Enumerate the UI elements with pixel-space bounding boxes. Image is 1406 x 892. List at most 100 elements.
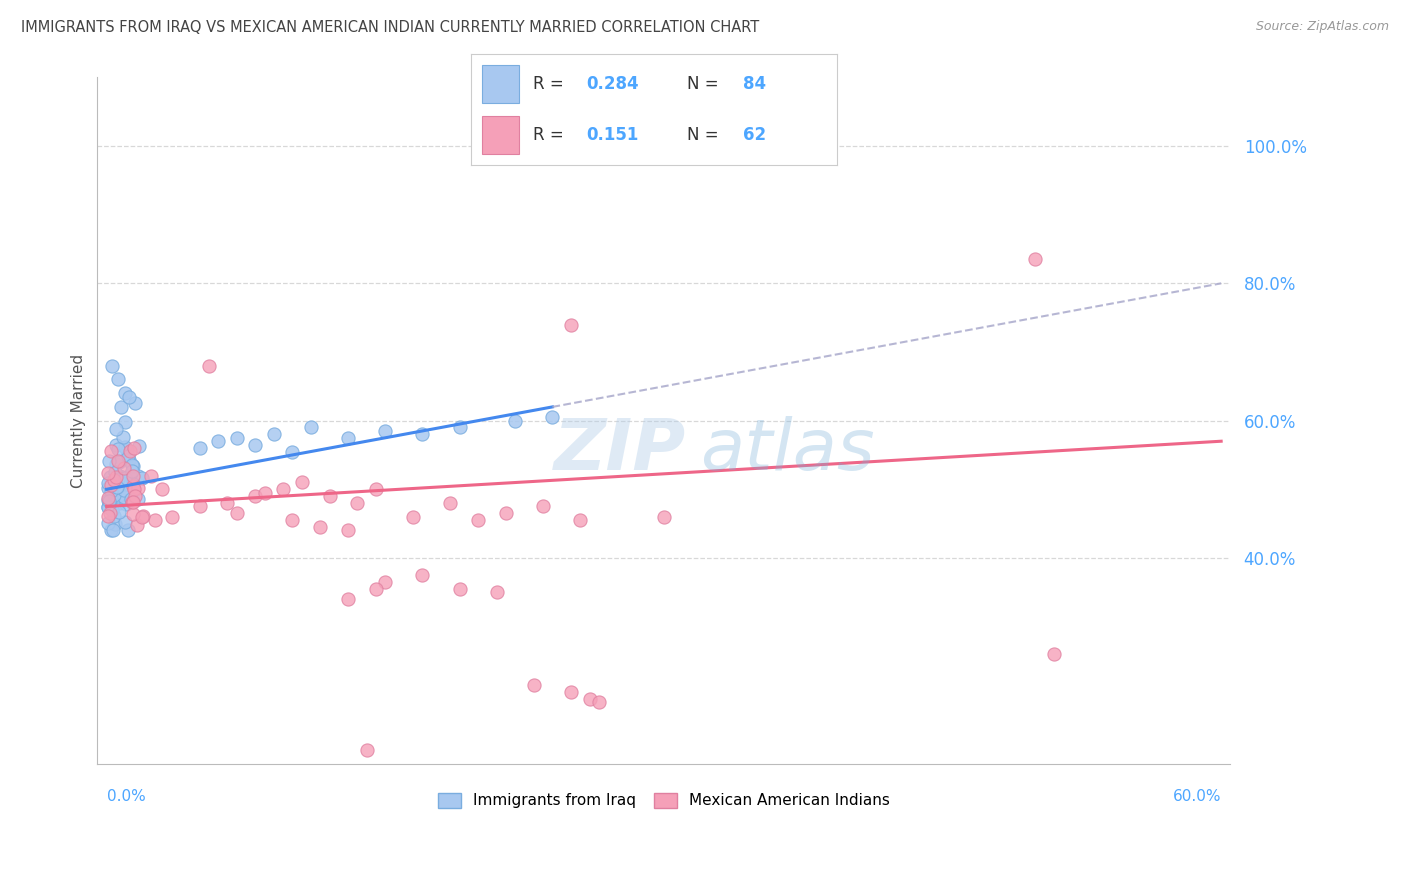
Point [346, 496, 368, 510]
Point [121, 463, 143, 477]
Y-axis label: Currently Married: Currently Married [72, 353, 86, 488]
Point [105, 480, 128, 494]
Point [108, 481, 131, 495]
Point [495, 506, 517, 520]
Point [122, 441, 145, 455]
Point [118, 480, 141, 494]
Bar [482, 116, 519, 154]
Point [402, 509, 425, 524]
Point [127, 481, 149, 495]
Point [143, 512, 166, 526]
Text: Source: ZipAtlas.com: Source: ZipAtlas.com [1256, 20, 1389, 33]
Text: ZIP: ZIP [554, 416, 686, 485]
Point [108, 455, 131, 469]
Point [374, 424, 396, 438]
Point [467, 513, 489, 527]
Point [103, 524, 125, 538]
Point [188, 500, 211, 514]
Point [364, 582, 387, 596]
Point [1024, 252, 1046, 267]
Point [299, 420, 322, 434]
Point [114, 415, 136, 429]
Point [100, 492, 122, 507]
Point [503, 414, 526, 428]
Point [198, 359, 221, 373]
Point [101, 502, 124, 516]
Point [112, 461, 135, 475]
Point [100, 524, 122, 538]
Point [569, 513, 592, 527]
Point [291, 475, 314, 490]
Text: R =: R = [533, 75, 569, 93]
Point [127, 491, 149, 506]
Point [124, 489, 146, 503]
Point [271, 483, 294, 497]
Text: N =: N = [686, 75, 724, 93]
Point [104, 484, 127, 499]
Point [105, 476, 128, 491]
Point [207, 434, 229, 449]
Point [253, 485, 276, 500]
Point [121, 458, 143, 473]
Point [98, 479, 121, 493]
Point [112, 430, 135, 444]
Point [112, 483, 135, 497]
Point [411, 568, 433, 582]
Point [97, 516, 120, 530]
Point [120, 491, 142, 506]
Point [117, 449, 139, 463]
Point [100, 443, 122, 458]
Point [104, 487, 127, 501]
Point [356, 743, 378, 757]
Point [309, 520, 332, 534]
Point [523, 678, 546, 692]
Point [439, 496, 461, 510]
Bar [482, 65, 519, 103]
Point [97, 500, 120, 514]
Point [114, 440, 136, 454]
Point [122, 469, 145, 483]
Point [110, 472, 132, 486]
Point [107, 454, 129, 468]
Point [485, 585, 508, 599]
Text: 84: 84 [744, 75, 766, 93]
Point [121, 495, 143, 509]
Point [364, 483, 387, 497]
Point [578, 691, 600, 706]
Point [120, 444, 142, 458]
Point [449, 420, 471, 434]
Point [188, 441, 211, 455]
Point [104, 470, 127, 484]
Point [108, 469, 131, 483]
Point [105, 479, 128, 493]
Point [122, 459, 145, 474]
Point [125, 517, 148, 532]
Point [105, 438, 128, 452]
Point [337, 431, 360, 445]
Point [97, 500, 120, 514]
Point [97, 476, 120, 491]
Point [97, 508, 120, 523]
Text: IMMIGRANTS FROM IRAQ VS MEXICAN AMERICAN INDIAN CURRENTLY MARRIED CORRELATION CH: IMMIGRANTS FROM IRAQ VS MEXICAN AMERICAN… [21, 20, 759, 35]
Point [111, 476, 134, 491]
Point [124, 396, 146, 410]
Point [117, 524, 139, 538]
Point [107, 489, 129, 503]
Point [105, 458, 128, 472]
Point [120, 485, 142, 500]
Point [115, 443, 138, 458]
Point [217, 496, 239, 510]
Point [97, 453, 120, 467]
Text: 62: 62 [744, 126, 766, 144]
Point [122, 477, 145, 491]
Point [107, 372, 129, 386]
Text: 0.284: 0.284 [586, 75, 638, 93]
Point [105, 422, 128, 436]
Point [112, 486, 135, 500]
Point [108, 496, 131, 510]
Text: 0.151: 0.151 [586, 126, 638, 144]
Point [97, 492, 120, 507]
Point [337, 592, 360, 607]
Point [118, 390, 141, 404]
Point [131, 471, 153, 485]
